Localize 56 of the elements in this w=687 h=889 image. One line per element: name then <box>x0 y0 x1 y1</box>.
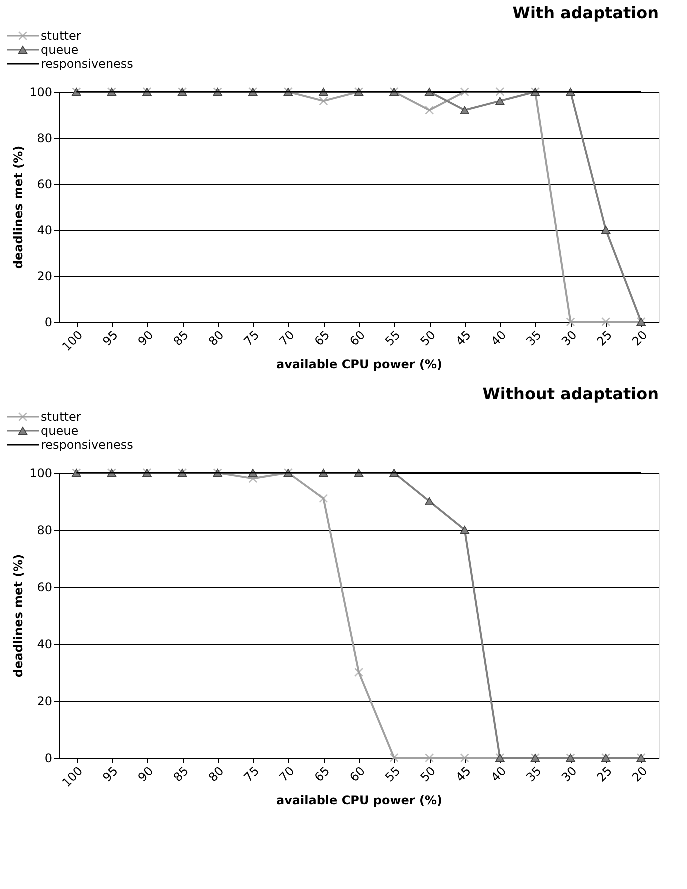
x-tick-label: 70 <box>276 328 298 349</box>
x-tick-label: 50 <box>418 328 439 349</box>
x-tick-label: 25 <box>594 764 616 785</box>
x-tick-label: 40 <box>488 764 510 785</box>
x-tick-label: 95 <box>100 328 121 349</box>
y-tick-label: 60 <box>37 580 52 594</box>
x-tick-label: 85 <box>170 764 192 785</box>
x-tick-label: 65 <box>312 328 333 349</box>
y-tick-label: 0 <box>44 752 52 766</box>
x-tick-label: 55 <box>382 764 404 785</box>
x-tick-label: 70 <box>276 764 298 785</box>
x-tick-label: 90 <box>136 328 156 349</box>
y-tick-label: 100 <box>30 86 52 100</box>
y-tick-label: 20 <box>37 270 52 284</box>
legend-label: queue <box>41 43 79 57</box>
x-tick-label: 60 <box>347 764 368 785</box>
x-tick-label: 75 <box>241 764 262 785</box>
y-tick-label: 40 <box>37 638 52 652</box>
x-tick-label: 35 <box>524 328 544 349</box>
x-tick-label: 85 <box>170 328 192 349</box>
x-tick-label: 90 <box>136 764 156 785</box>
x-axis-title: available CPU power (%) <box>276 793 443 808</box>
legend-label: stutter <box>41 29 82 43</box>
y-tick-label: 40 <box>37 224 52 238</box>
x-tick-label: 75 <box>241 328 262 349</box>
x-tick-label: 50 <box>418 764 439 785</box>
x-tick-label: 80 <box>206 328 227 349</box>
y-tick-label: 60 <box>37 178 52 192</box>
y-tick-label: 0 <box>44 316 52 330</box>
y-tick-label: 80 <box>37 524 52 538</box>
x-tick-label: 25 <box>594 328 616 349</box>
x-tick-label: 95 <box>100 764 121 785</box>
x-axis-title: available CPU power (%) <box>276 357 443 372</box>
x-tick-label: 30 <box>559 328 580 349</box>
x-tick-label: 65 <box>312 764 333 785</box>
y-tick-label: 100 <box>30 466 52 480</box>
y-axis-title: deadlines met (%) <box>12 554 26 678</box>
legend-label: queue <box>41 424 79 438</box>
y-axis-title: deadlines met (%) <box>12 146 26 270</box>
chart-title: With adaptation <box>512 4 659 23</box>
x-tick-label: 60 <box>347 328 368 349</box>
y-tick-label: 20 <box>37 694 52 708</box>
y-tick-label: 80 <box>37 132 52 146</box>
chart-title: Without adaptation <box>482 384 659 404</box>
legend-label: stutter <box>41 410 82 424</box>
legend-label: responsiveness <box>41 57 134 71</box>
x-tick-label: 45 <box>453 328 474 349</box>
x-tick-label: 20 <box>630 764 650 785</box>
x-tick-label: 35 <box>524 764 544 785</box>
x-tick-label: 80 <box>206 764 227 785</box>
x-tick-label: 40 <box>488 328 510 349</box>
x-tick-label: 45 <box>453 764 474 785</box>
x-tick-label: 55 <box>382 328 404 349</box>
legend-label: responsiveness <box>41 438 134 452</box>
x-tick-label: 20 <box>630 328 650 349</box>
x-tick-label: 30 <box>559 764 580 785</box>
